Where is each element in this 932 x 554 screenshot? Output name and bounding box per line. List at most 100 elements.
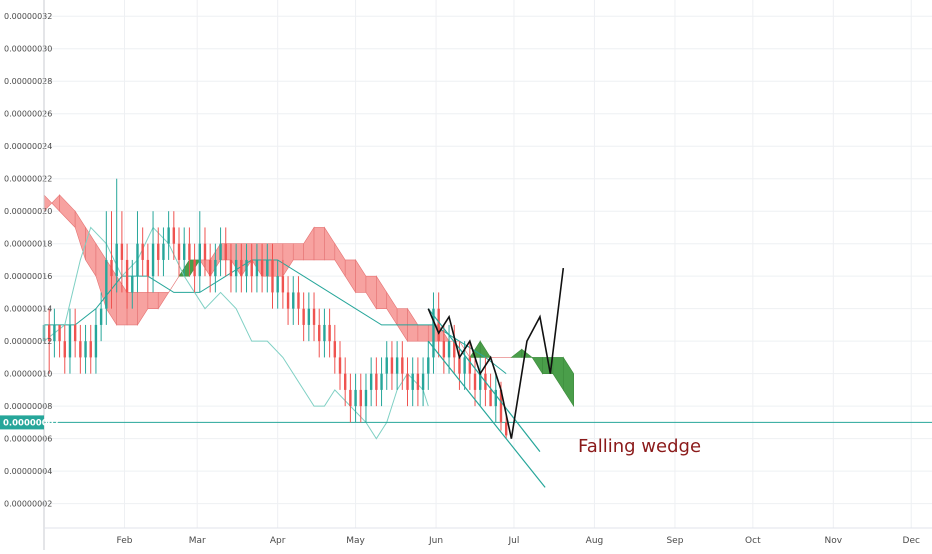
cloud-segment-bullish — [562, 356, 574, 408]
candle-body-down — [458, 357, 461, 374]
y-tick-label: 0.00000026 — [4, 110, 52, 119]
y-tick-label: 0.00000010 — [4, 370, 52, 379]
candle-body-down — [468, 357, 472, 374]
candle-body-down — [343, 373, 347, 390]
y-tick-label: 0.00000020 — [4, 207, 52, 216]
candle-body-up — [427, 357, 430, 374]
candle-body-up — [447, 341, 451, 358]
candle-body-down — [349, 389, 352, 407]
candle-body-down — [58, 324, 61, 342]
candle-body-up — [292, 292, 295, 309]
candle-body-up — [479, 373, 482, 390]
candle-body-down — [260, 259, 264, 277]
candle-body-up — [385, 357, 388, 374]
candle-body-up — [421, 373, 425, 390]
cloud-segment-bearish — [417, 324, 429, 342]
wedge-upper-line — [427, 308, 541, 453]
x-tick-label: Nov — [825, 536, 843, 546]
candle-body-down — [442, 341, 446, 358]
candle-body-up — [364, 389, 368, 407]
candle-body-down — [146, 259, 150, 277]
candle-body-down — [333, 341, 337, 358]
candle-body-up — [167, 227, 170, 244]
candle-body-down — [125, 259, 129, 293]
x-tick-label: Apr — [270, 536, 286, 546]
y-tick-label: 0.00000002 — [4, 500, 52, 509]
candle-body-down — [416, 373, 420, 390]
x-tick-label: Feb — [117, 536, 133, 546]
candle-body-up — [307, 308, 311, 325]
x-tick-label: Jun — [428, 536, 443, 546]
candle-body-down — [110, 259, 113, 277]
candle-body-up — [395, 357, 399, 374]
y-tick-label: 0.00000014 — [4, 305, 52, 314]
candle-body-down — [338, 357, 342, 374]
candle-body-up — [151, 243, 155, 277]
candle-body-up — [131, 276, 134, 293]
candle-body-up — [380, 373, 383, 390]
candle-body-down — [208, 259, 212, 277]
x-tick-label: Jul — [508, 536, 520, 546]
candle-body-up — [99, 308, 103, 325]
candle-body-up — [411, 373, 414, 390]
x-tick-label: Dec — [903, 536, 920, 546]
candle-body-down — [47, 324, 51, 342]
candle-body-up — [53, 324, 56, 342]
candle-body-up — [214, 259, 217, 277]
annotation-falling-wedge: Falling wedge — [578, 436, 701, 457]
candle-body-up — [245, 259, 248, 277]
candle-body-up — [432, 308, 435, 358]
candle-body-up — [266, 259, 269, 277]
cloud-segment-bearish — [157, 292, 170, 310]
candle-body-down — [177, 243, 181, 260]
candle-body-up — [105, 259, 108, 309]
candle-body-down — [297, 292, 300, 309]
candle-body-down — [401, 357, 404, 374]
x-tick-label: May — [346, 536, 365, 546]
candle-body-down — [203, 243, 207, 260]
candle-body-down — [437, 308, 440, 342]
y-tick-label: 0.00000012 — [4, 337, 52, 346]
current-price-label-text: 0.00000007 — [3, 418, 60, 428]
candle-body-down — [73, 324, 77, 342]
candle-body-down — [375, 373, 378, 390]
projection-path — [427, 267, 565, 439]
candle-body-down — [141, 243, 144, 260]
y-tick-label: 0.00000016 — [4, 272, 52, 281]
y-tick-label: 0.00000018 — [4, 240, 52, 249]
y-tick-label: 0.00000006 — [4, 435, 52, 444]
candle-body-down — [504, 422, 508, 436]
candle-body-down — [453, 341, 456, 358]
candle-body-up — [162, 243, 165, 260]
candle-body-down — [188, 243, 191, 260]
candle-body-up — [369, 373, 373, 390]
cloud-segment-bearish — [313, 227, 325, 261]
candle-body-down — [89, 341, 92, 358]
candle-body-up — [115, 243, 118, 277]
cloud-segment-bearish — [147, 292, 159, 309]
x-tick-label: Sep — [666, 536, 683, 546]
y-tick-label: 0.00000008 — [4, 402, 52, 411]
lagging-span-line — [43, 226, 429, 440]
y-tick-label: 0.00000022 — [4, 175, 52, 184]
candle-body-up — [276, 276, 279, 293]
candle-body-up — [234, 259, 238, 277]
candle-body-down — [172, 227, 176, 244]
candle-body-down — [281, 276, 285, 293]
x-tick-label: Mar — [189, 536, 206, 546]
candle-body-up — [136, 243, 139, 277]
candle-body-down — [250, 259, 253, 277]
current-price-label — [0, 415, 44, 430]
x-tick-label: Oct — [745, 536, 761, 546]
candle-body-down — [359, 389, 362, 407]
candle-body-up — [494, 389, 497, 407]
candle-body-up — [354, 389, 357, 407]
candle-body-down — [489, 389, 492, 407]
candle-body-down — [63, 341, 66, 358]
y-tick-label: 0.00000004 — [4, 467, 52, 476]
candle-body-down — [271, 259, 274, 293]
candle-body-down — [302, 308, 305, 325]
candle-body-down — [79, 341, 82, 358]
